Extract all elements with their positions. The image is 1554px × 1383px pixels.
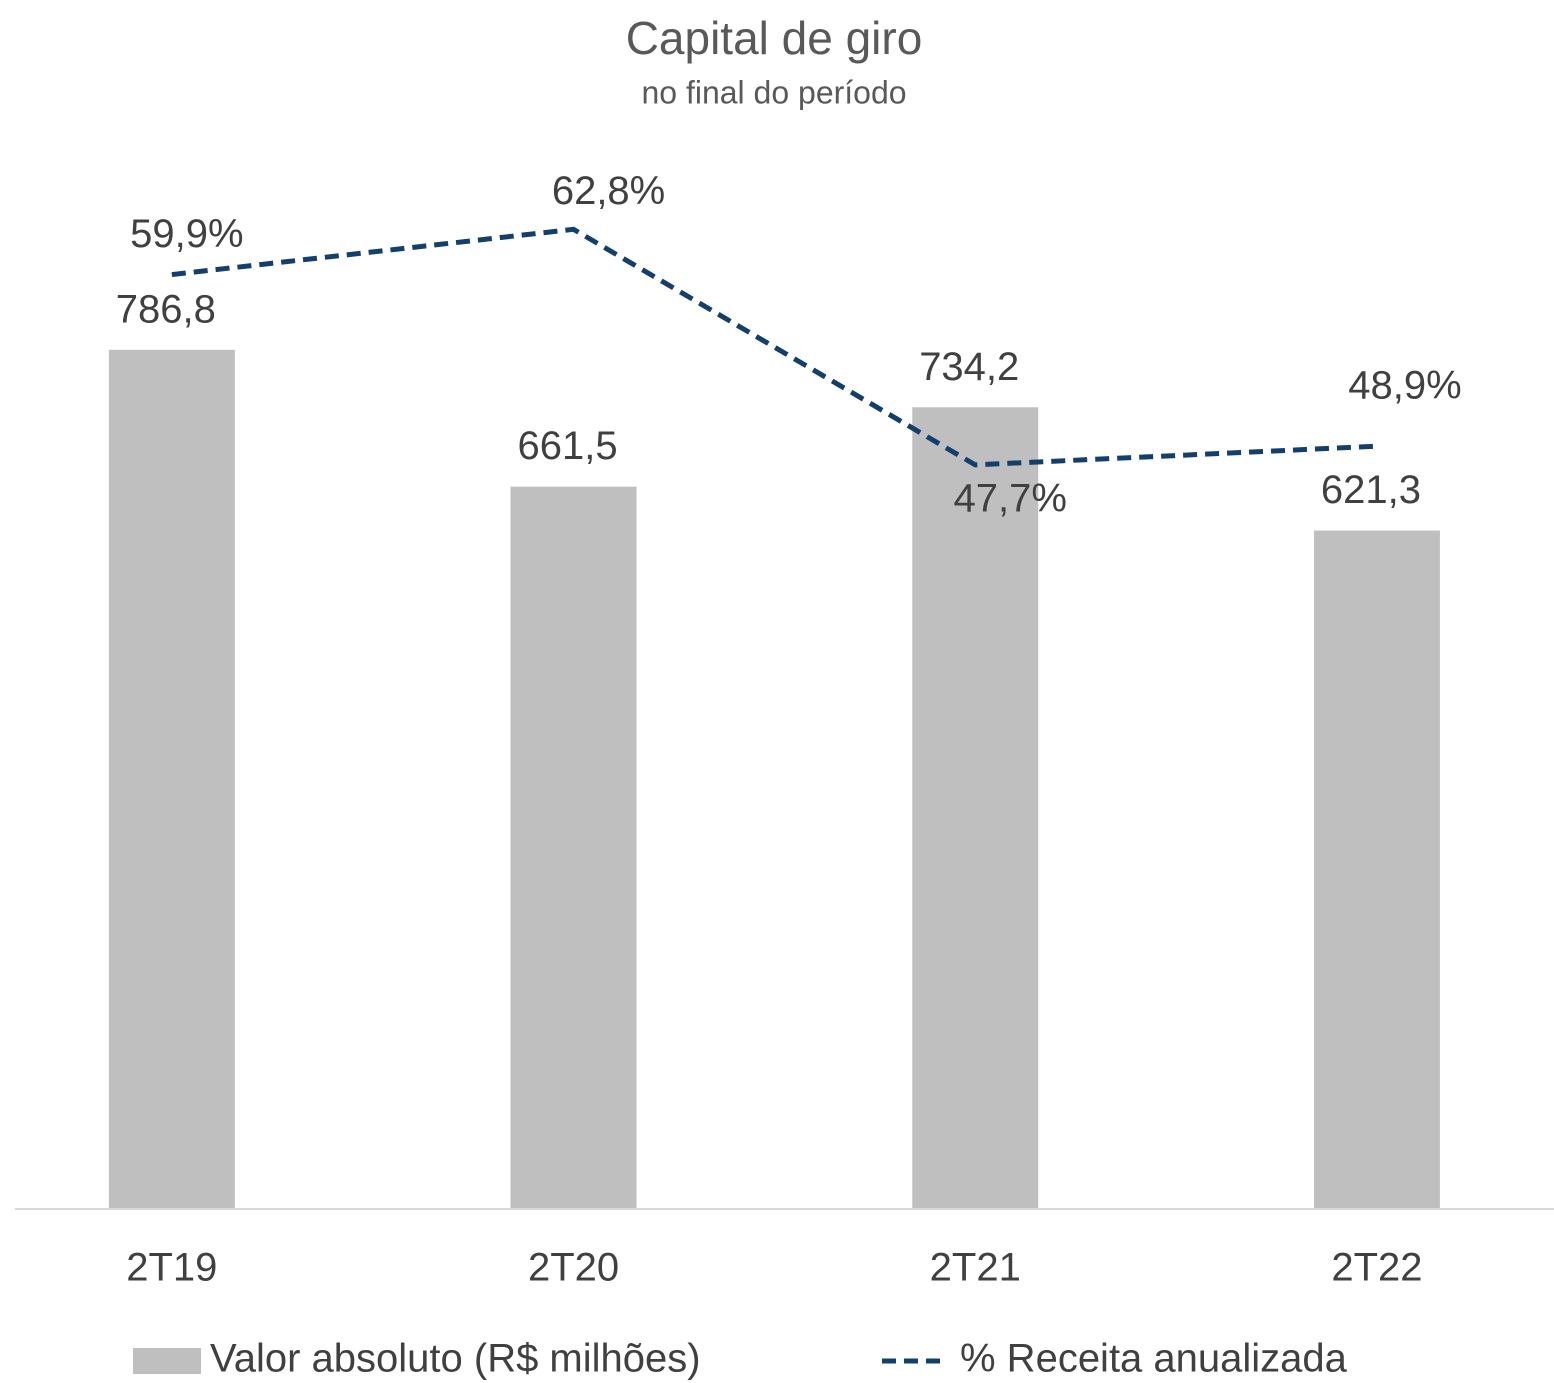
data-label: 621,3 <box>1321 468 1421 512</box>
x-tick-label: 2T19 <box>126 1246 217 1290</box>
bar <box>912 407 1039 1209</box>
data-label: 59,9% <box>130 212 243 256</box>
chart-subtitle: no final do período <box>641 74 906 110</box>
data-label: 48,9% <box>1348 364 1461 408</box>
data-label: 62,8% <box>552 169 665 213</box>
chart-title: Capital de giro <box>626 12 923 64</box>
legend-label: Valor absoluto (R$ milhões) <box>210 1337 701 1381</box>
x-tick-label: 2T20 <box>528 1246 619 1290</box>
bar <box>510 486 637 1210</box>
x-tick-label: 2T21 <box>930 1246 1021 1290</box>
data-label: 734,2 <box>919 345 1019 389</box>
data-label: 47,7% <box>954 476 1067 520</box>
x-tick-label: 2T22 <box>1331 1246 1422 1290</box>
data-label: 786,8 <box>116 287 216 331</box>
bar <box>1313 530 1440 1209</box>
legend-swatch <box>133 1348 201 1374</box>
bar <box>108 349 235 1209</box>
line <box>171 226 1378 468</box>
data-label: 661,5 <box>517 424 617 468</box>
legend-label: % Receita anualizada <box>960 1337 1348 1381</box>
